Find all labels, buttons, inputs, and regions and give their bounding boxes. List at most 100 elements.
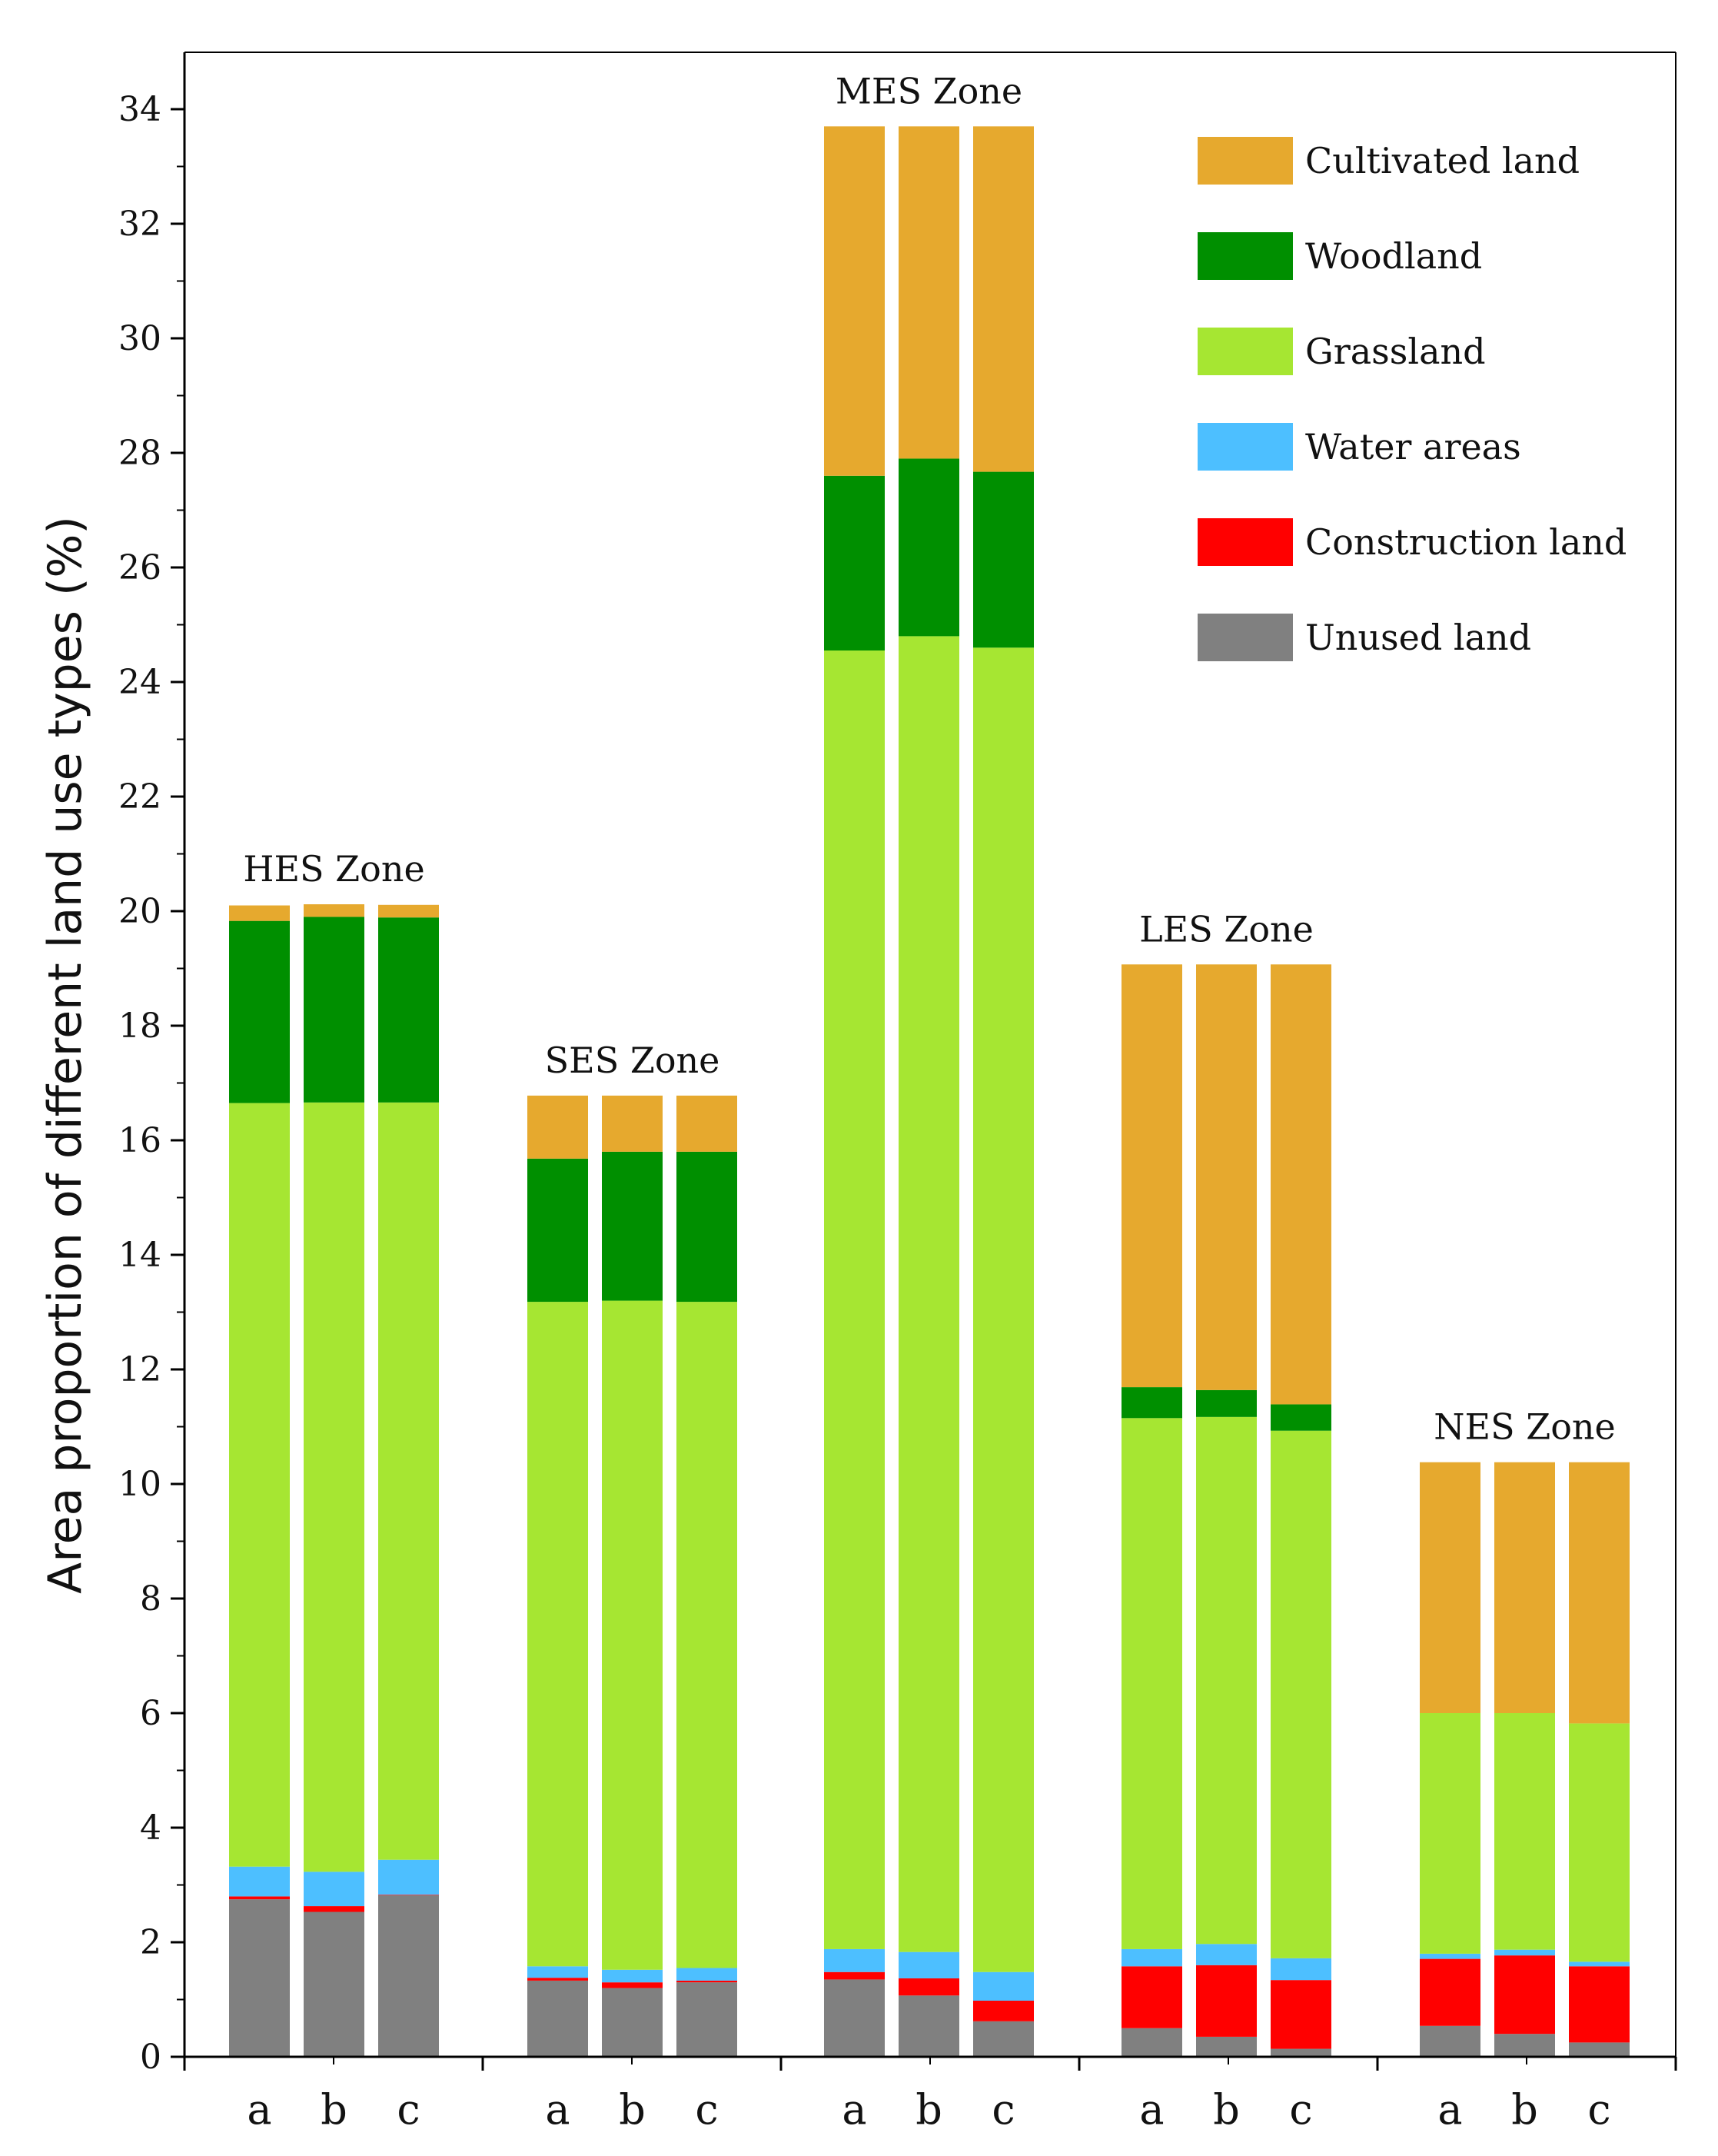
- bar-segment-hes-c-water-areas: [378, 1859, 439, 1895]
- legend-label: Cultivated land: [1305, 140, 1580, 181]
- bar-segment-mes-a-cultivated-land: [824, 126, 885, 476]
- bar-segment-nes-c-water-areas: [1569, 1961, 1630, 1967]
- legend-swatch-grassland: [1198, 328, 1293, 375]
- bar-segment-hes-a-grassland: [229, 1103, 290, 1867]
- bar-segment-ses-c-cultivated-land: [676, 1095, 737, 1152]
- x-tick-label: a: [1139, 2085, 1164, 2134]
- bar-segment-mes-a-construction-land: [824, 1971, 885, 1980]
- bar-segment-nes-b-unused-land: [1494, 2034, 1555, 2057]
- bar-segment-les-c-construction-land: [1271, 1980, 1331, 2049]
- y-axis-title: Area proportion of different land use ty…: [38, 516, 92, 1594]
- bar-segment-mes-a-woodland: [824, 475, 885, 651]
- bar-segment-les-a-water-areas: [1122, 1948, 1182, 1967]
- bar-segment-ses-b-construction-land: [602, 1982, 663, 1988]
- x-tick-label: b: [321, 2085, 347, 2134]
- y-tick-label: 12: [118, 1350, 161, 1389]
- y-tick-label: 20: [118, 892, 161, 931]
- bar-segment-nes-b-water-areas: [1494, 1949, 1555, 1956]
- bar-segment-nes-b-grassland: [1494, 1713, 1555, 1950]
- bar-segment-mes-b-unused-land: [899, 1995, 959, 2057]
- bar-segment-ses-a-cultivated-land: [527, 1095, 588, 1159]
- legend-label: Woodland: [1305, 235, 1482, 277]
- legend-swatch-cultivated-land: [1198, 137, 1293, 185]
- x-tick-label: b: [915, 2085, 942, 2134]
- bar-segment-hes-c-grassland: [378, 1102, 439, 1860]
- bar-segment-les-a-woodland: [1122, 1387, 1182, 1419]
- x-tick-label: c: [1289, 2085, 1312, 2134]
- x-tick-label: c: [992, 2085, 1015, 2134]
- x-tick-label: c: [1587, 2085, 1610, 2134]
- bar-segment-hes-b-unused-land: [304, 1911, 364, 2057]
- bar-segment-mes-b-water-areas: [899, 1951, 959, 1978]
- bar-segment-nes-a-unused-land: [1420, 2025, 1480, 2057]
- bar-segment-hes-a-woodland: [229, 920, 290, 1103]
- bar-segment-les-c-grassland: [1271, 1430, 1331, 1958]
- y-tick-label: 30: [118, 319, 161, 358]
- bar-segment-hes-a-water-areas: [229, 1866, 290, 1897]
- bar-segment-les-c-cultivated-land: [1271, 964, 1331, 1405]
- bar-segment-ses-a-grassland: [527, 1302, 588, 1967]
- y-tick-label: 32: [118, 205, 161, 244]
- legend-swatch-water-areas: [1198, 423, 1293, 471]
- bar-segment-nes-a-grassland: [1420, 1713, 1480, 1954]
- bar-segment-hes-b-grassland: [304, 1102, 364, 1872]
- zone-label: LES Zone: [1139, 908, 1314, 950]
- y-tick-label: 24: [118, 663, 161, 702]
- y-tick-label: 16: [118, 1121, 161, 1160]
- bar-segment-hes-a-cultivated-land: [229, 905, 290, 921]
- bar-segment-ses-b-woodland: [602, 1151, 663, 1301]
- x-tick-label: a: [1437, 2085, 1462, 2134]
- y-tick-label: 18: [118, 1006, 161, 1046]
- y-tick-label: 22: [118, 777, 161, 817]
- y-tick-label: 10: [118, 1465, 161, 1504]
- bar-segment-nes-a-water-areas: [1420, 1953, 1480, 1959]
- y-tick-label: 0: [140, 2038, 161, 2077]
- y-tick-label: 6: [140, 1694, 161, 1733]
- x-tick-label: a: [545, 2085, 570, 2134]
- bar-segment-nes-a-cultivated-land: [1420, 1462, 1480, 1713]
- bar-segment-hes-b-water-areas: [304, 1872, 364, 1907]
- bars: [229, 126, 1630, 2057]
- bar-segment-mes-c-cultivated-land: [973, 126, 1034, 472]
- x-tick-label: a: [247, 2085, 271, 2134]
- bar-segment-les-c-water-areas: [1271, 1958, 1331, 1981]
- bar-segment-les-a-unused-land: [1122, 2028, 1182, 2057]
- legend-label: Water areas: [1305, 426, 1521, 467]
- bar-segment-ses-b-grassland: [602, 1300, 663, 1970]
- bar-segment-ses-b-unused-land: [602, 1988, 663, 2057]
- bar-segment-nes-c-construction-land: [1569, 1966, 1630, 2043]
- bar-segment-ses-c-construction-land: [676, 1980, 737, 1983]
- bar-segment-hes-c-unused-land: [378, 1895, 439, 2057]
- bar-segment-hes-a-construction-land: [229, 1896, 290, 1900]
- bar-segment-mes-c-construction-land: [973, 2000, 1034, 2021]
- y-tick-label: 34: [118, 90, 161, 129]
- bar-segment-mes-c-grassland: [973, 647, 1034, 1972]
- bar-segment-les-b-woodland: [1196, 1389, 1257, 1417]
- x-tick-label: b: [1213, 2085, 1240, 2134]
- bar-segment-nes-a-construction-land: [1420, 1958, 1480, 2026]
- y-tick-label: 2: [140, 1923, 161, 1962]
- bar-segment-nes-b-cultivated-land: [1494, 1462, 1555, 1713]
- zone-label: MES Zone: [836, 70, 1022, 111]
- bar-segment-nes-b-construction-land: [1494, 1955, 1555, 2035]
- bar-segment-ses-a-unused-land: [527, 1980, 588, 2057]
- bar-segment-les-a-cultivated-land: [1122, 964, 1182, 1388]
- y-tick-label: 26: [118, 548, 161, 587]
- bar-segment-mes-c-woodland: [973, 471, 1034, 648]
- bar-segment-nes-c-cultivated-land: [1569, 1462, 1630, 1724]
- bar-segment-mes-c-unused-land: [973, 2021, 1034, 2057]
- y-tick-label: 14: [118, 1236, 161, 1275]
- bar-segment-ses-c-woodland: [676, 1151, 737, 1303]
- bar-segment-mes-c-water-areas: [973, 1971, 1034, 2001]
- x-tick-label: b: [1511, 2085, 1538, 2134]
- legend-label: Unused land: [1305, 617, 1531, 658]
- legend-swatch-unused-land: [1198, 614, 1293, 661]
- bar-segment-les-b-cultivated-land: [1196, 964, 1257, 1390]
- bar-segment-mes-a-grassland: [824, 650, 885, 1949]
- bar-segment-mes-a-water-areas: [824, 1948, 885, 1972]
- x-tick-label: a: [842, 2085, 866, 2134]
- bar-segment-ses-c-unused-land: [676, 1982, 737, 2057]
- legend-label: Grassland: [1305, 331, 1486, 372]
- bar-segment-ses-a-construction-land: [527, 1978, 588, 1981]
- zone-label: NES Zone: [1434, 1406, 1615, 1448]
